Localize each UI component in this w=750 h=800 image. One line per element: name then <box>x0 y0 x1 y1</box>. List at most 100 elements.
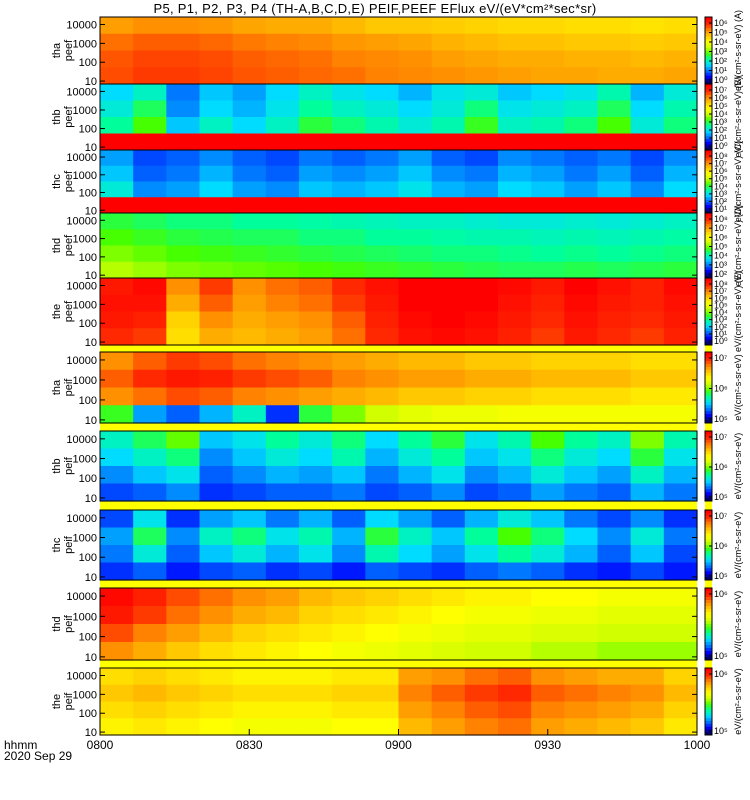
spectrogram-cell <box>531 229 565 247</box>
spectrogram-cell <box>498 328 532 346</box>
spectrogram-cell <box>299 352 333 371</box>
spectrogram-cell <box>630 133 665 151</box>
spectrogram-cell <box>564 545 599 564</box>
spectrogram-cell <box>531 133 565 151</box>
spectrogram-cell <box>464 50 499 68</box>
spectrogram-cell <box>630 701 665 719</box>
spectrogram-cell <box>365 100 400 118</box>
colorbar-tick-label: 10⁸ <box>714 279 728 289</box>
y-tick-label: 10 <box>85 205 97 217</box>
colorbar-segment <box>705 317 712 321</box>
spectrogram-cell <box>531 483 565 502</box>
spectrogram-cell <box>564 328 599 346</box>
y-tick-label: 10 <box>85 142 97 154</box>
spectrogram-cell <box>464 352 499 371</box>
colorbar-tick-label: 10³ <box>714 189 727 199</box>
spectrogram-cell <box>531 466 565 485</box>
spectrogram-cell <box>265 483 300 502</box>
spectrogram-cell <box>100 294 134 313</box>
colorbar-segment <box>705 128 712 132</box>
colorbar-segment <box>705 75 712 79</box>
spectrogram-cell <box>663 684 698 703</box>
spectrogram-cell <box>597 33 632 52</box>
colorbar-segment <box>705 136 712 140</box>
colorbar-segment <box>705 387 712 391</box>
spectrogram-cell <box>564 33 599 52</box>
colorbar-segment <box>705 199 712 204</box>
colorbar-segment <box>705 726 712 730</box>
colorbar-segment <box>705 114 712 118</box>
spectrogram-cell <box>531 588 565 607</box>
spectrogram-cell <box>100 150 134 167</box>
spectrogram-cell <box>199 369 234 389</box>
spectrogram-cell <box>398 261 433 279</box>
spectrogram-cell <box>265 369 300 389</box>
colorbar-segment <box>705 701 712 705</box>
colorbar-segment <box>705 363 712 368</box>
colorbar-segment <box>705 451 712 455</box>
spectrogram-cell <box>531 17 565 35</box>
spectrogram-cell <box>332 278 366 296</box>
colorbar-segment <box>705 229 712 233</box>
spectrogram-cell <box>398 701 433 719</box>
spectrogram-cell <box>498 117 532 135</box>
spectrogram-cell <box>232 197 267 214</box>
spectrogram-cell <box>464 328 499 346</box>
spectrogram-cell <box>597 278 632 296</box>
spectrogram-cell <box>299 642 333 661</box>
y-tick-label: 10000 <box>66 434 97 446</box>
spectrogram-cell <box>464 466 499 485</box>
spectrogram-cell <box>431 294 466 313</box>
spectrogram-cell <box>398 229 433 247</box>
spectrogram-cell <box>332 352 366 371</box>
spectrogram-cell <box>199 387 234 406</box>
spectrogram-cell <box>265 701 300 719</box>
spectrogram-cell <box>332 448 366 467</box>
colorbar-segment <box>705 155 712 159</box>
y-tick-label: 10 <box>85 76 97 88</box>
spectrogram-cell <box>398 67 433 85</box>
spectrogram-cell <box>100 311 134 329</box>
colorbar-tick-label: 10⁴ <box>714 181 728 191</box>
colorbar-segment <box>705 237 712 241</box>
colorbar-segment <box>705 97 712 101</box>
colorbar-segment <box>705 111 712 115</box>
spectrogram-cell <box>498 229 532 247</box>
colorbar-segment <box>705 521 712 526</box>
colorbar-tick-label: 10⁶ <box>714 669 728 679</box>
colorbar-segment <box>705 445 712 449</box>
spectrogram-cell <box>464 642 499 661</box>
spectrogram-cell <box>166 311 201 329</box>
spectrogram-cell <box>531 245 565 263</box>
spectrogram-cell <box>199 311 234 329</box>
spectrogram-cell <box>199 165 234 183</box>
spectrogram-cell <box>365 588 400 607</box>
y-tick-label: 100 <box>79 473 97 485</box>
colorbar-segment <box>705 163 712 167</box>
spectrogram-cell <box>564 562 599 581</box>
spectrogram-cell <box>464 562 499 581</box>
spectrogram-cell <box>531 624 565 643</box>
colorbar-segment <box>705 477 712 482</box>
spectrogram-cell <box>365 213 400 230</box>
spectrogram-cell <box>232 150 267 167</box>
spectrogram-cell <box>100 483 134 502</box>
spectrogram-cell <box>100 545 134 564</box>
spectrogram-cell <box>531 100 565 118</box>
spectrogram-cell <box>365 510 400 529</box>
colorbar-tick-label: 10⁷ <box>714 432 727 442</box>
spectrogram-cell <box>299 229 333 247</box>
spectrogram-cell <box>630 387 665 406</box>
spectrogram-cell <box>431 181 466 198</box>
separator-strip <box>100 345 697 352</box>
spectrogram-cell <box>498 181 532 198</box>
spectrogram-cell <box>597 100 632 118</box>
spectrogram-cell <box>597 405 632 424</box>
spectrogram-cell <box>199 606 234 625</box>
spectrogram-cell <box>265 165 300 183</box>
spectrogram-cell <box>498 369 532 389</box>
spectrogram-cell <box>630 67 665 85</box>
spectrogram-cell <box>133 84 167 102</box>
spectrogram-cell <box>365 181 400 198</box>
spectrogram-cell <box>166 50 201 68</box>
